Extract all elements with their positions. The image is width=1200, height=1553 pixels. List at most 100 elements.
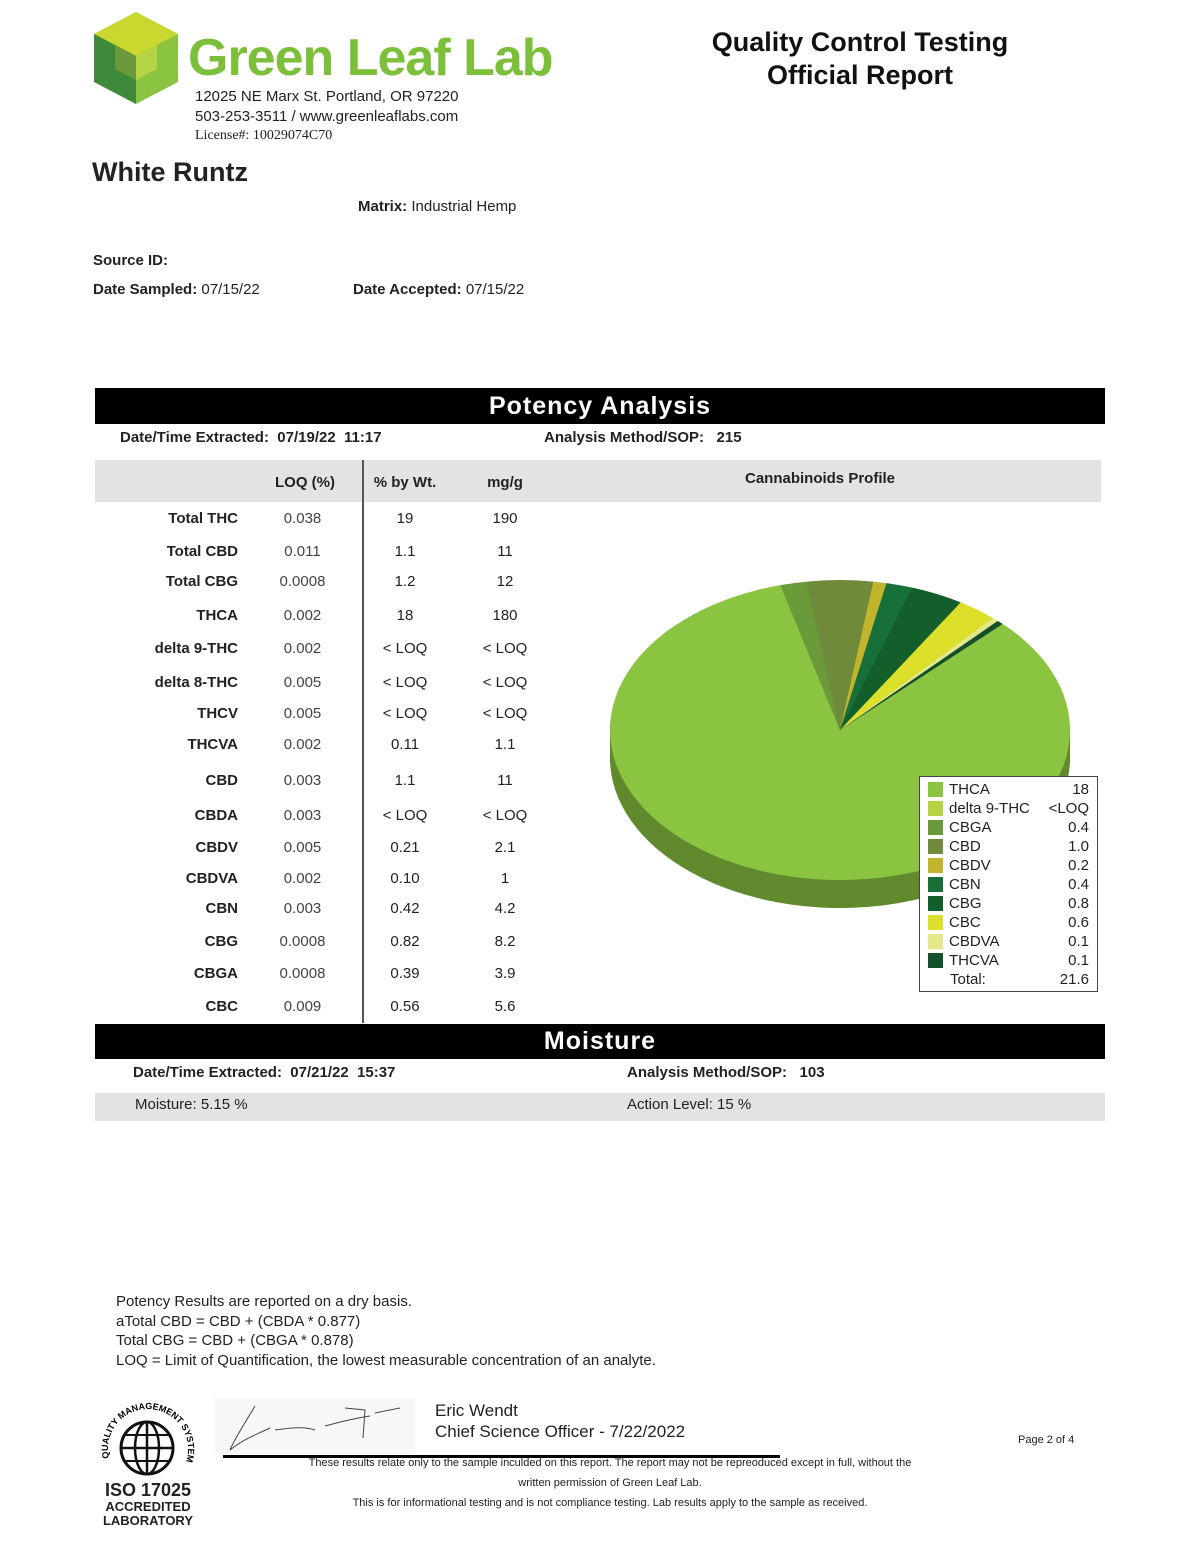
- notes: Potency Results are reported on a dry ba…: [116, 1292, 656, 1370]
- note: aTotal CBD = CBD + (CBDA * 0.877): [116, 1312, 361, 1330]
- legend-value: 0.4: [1068, 819, 1089, 836]
- potency-row: CBG 0.0008 0.82 8.2: [95, 927, 555, 957]
- pct-value: 1.2: [394, 573, 416, 590]
- potency-row: Total CBD 0.011 1.1 11: [95, 537, 555, 567]
- moisture-method: Analysis Method/SOP: 103: [627, 1064, 825, 1081]
- legend-label: CBD: [949, 838, 981, 855]
- mgg-value: 8.2: [494, 933, 516, 950]
- analyte-name: Total THC: [168, 510, 238, 527]
- legend-swatch: [928, 953, 943, 968]
- pct-value: 1.1: [394, 543, 416, 560]
- potency-row: CBC 0.009 0.56 5.6: [95, 992, 555, 1022]
- potency-row: delta 9-THC 0.002 < LOQ < LOQ: [95, 634, 555, 664]
- pct-value: < LOQ: [382, 705, 428, 722]
- date-sampled-label: Date Sampled:: [93, 281, 198, 298]
- note: LOQ = Limit of Quantification, the lowes…: [116, 1351, 656, 1369]
- iso-laboratory: LABORATORY: [102, 1513, 194, 1528]
- report-title: Quality Control Testing Official Report: [660, 26, 1060, 92]
- potency-table-header: LOQ (%) % by Wt. mg/g Cannabinoids Profi…: [95, 460, 1101, 502]
- potency-title: Potency Analysis: [95, 388, 1105, 424]
- date-accepted-label: Date Accepted:: [353, 281, 462, 298]
- sample-name: White Runtz: [92, 157, 248, 187]
- mgg-value: 3.9: [494, 965, 516, 982]
- extracted-label: Date/Time Extracted:: [120, 429, 269, 446]
- loq-value: 0.0008: [279, 573, 326, 590]
- loq-value: 0.005: [283, 839, 322, 856]
- legend-item: CBDV 0.2: [928, 856, 1089, 875]
- legend-swatch: [928, 877, 943, 892]
- legend-item: THCA 18: [928, 780, 1089, 799]
- potency-row: THCV 0.005 < LOQ < LOQ: [95, 699, 555, 729]
- lab-name: Green Leaf Lab: [188, 29, 554, 87]
- loq-value: 0.011: [284, 543, 321, 560]
- legend-label: CBN: [949, 876, 981, 893]
- signer: Eric Wendt Chief Science Officer - 7/22/…: [435, 1400, 685, 1442]
- loq-value: 0.002: [283, 640, 322, 657]
- action-level: Action Level: 15 %: [627, 1096, 752, 1113]
- analyte-name: THCA: [196, 607, 238, 624]
- col-loq: LOQ (%): [275, 474, 335, 491]
- analyte-name: Total CBG: [165, 573, 238, 590]
- col-mgg: mg/g: [487, 474, 523, 491]
- analyte-name: CBDV: [195, 839, 238, 856]
- method-label: Analysis Method/SOP:: [544, 429, 705, 446]
- potency-extracted: Date/Time Extracted: 07/19/22 11:17: [120, 429, 382, 446]
- date-sampled-value: 07/15/22: [201, 281, 260, 298]
- moisture-results: Moisture: 5.15 % Action Level: 15 %: [95, 1093, 1105, 1121]
- loq-value: 0.003: [283, 772, 322, 789]
- potency-method: Analysis Method/SOP: 215: [544, 429, 742, 446]
- pct-value: 0.39: [390, 965, 420, 982]
- lab-license: License#: 10029074C70: [195, 128, 333, 143]
- report-title-line-2: Official Report: [766, 60, 954, 90]
- mgg-value: 1: [500, 870, 510, 887]
- signer-title: Chief Science Officer - 7/22/2022: [435, 1422, 686, 1441]
- signature-line: [223, 1455, 780, 1458]
- pie-slice-cbg: [840, 587, 961, 730]
- potency-row: CBDA 0.003 < LOQ < LOQ: [95, 801, 555, 831]
- potency-row: CBDV 0.005 0.21 2.1: [95, 833, 555, 863]
- lab-logo-icon: [94, 12, 178, 104]
- legend-label: THCA: [949, 781, 990, 798]
- mgg-value: 180: [492, 607, 518, 624]
- legend-swatch: [928, 839, 943, 854]
- moisture-method-value: 103: [799, 1064, 825, 1081]
- pct-value: 0.82: [390, 933, 420, 950]
- analyte-name: CBD: [205, 772, 239, 789]
- pie-slice-thcva: [840, 620, 1003, 730]
- legend-swatch: [928, 801, 943, 816]
- mgg-value: 2.1: [494, 839, 516, 856]
- mgg-value: 12: [496, 573, 514, 590]
- mgg-value: < LOQ: [482, 807, 528, 824]
- moisture-extracted-label: Date/Time Extracted:: [133, 1064, 282, 1081]
- pie-slice-cbd: [806, 580, 874, 730]
- legend-value: 0.1: [1068, 933, 1089, 950]
- legend-item: CBGA 0.4: [928, 818, 1089, 837]
- moisture-method-label: Analysis Method/SOP:: [627, 1064, 788, 1081]
- potency-row: CBN 0.003 0.42 4.2: [95, 894, 555, 924]
- analyte-name: Total CBD: [166, 543, 238, 560]
- note: Potency Results are reported on a dry ba…: [116, 1293, 412, 1310]
- pct-value: < LOQ: [382, 674, 428, 691]
- loq-value: 0.038: [283, 510, 322, 527]
- mgg-value: 5.6: [494, 998, 516, 1015]
- loq-value: 0.002: [283, 870, 322, 887]
- legend-label: CBC: [949, 914, 981, 931]
- disclaimer: This is for informational testing and is…: [352, 1497, 868, 1509]
- disclaimer: These results relate only to the sample …: [308, 1457, 912, 1469]
- profile-title: Cannabinoids Profile: [744, 470, 895, 487]
- analyte-name: CBG: [204, 933, 238, 950]
- pct-value: 19: [396, 510, 414, 527]
- legend-item: CBD 1.0: [928, 837, 1089, 856]
- legend-label: THCVA: [949, 952, 999, 969]
- pie-slice-cbga: [780, 581, 840, 730]
- mgg-value: 11: [497, 772, 513, 789]
- legend-item: CBC 0.6: [928, 913, 1089, 932]
- loq-value: 0.003: [283, 807, 322, 824]
- potency-row: CBGA 0.0008 0.39 3.9: [95, 959, 555, 989]
- pct-value: 0.11: [390, 736, 420, 753]
- lab-contact: 503-253-3511 / www.greenleaflabs.com: [195, 108, 459, 125]
- mgg-value: 11: [497, 543, 513, 560]
- mgg-value: < LOQ: [482, 674, 528, 691]
- pct-value: 0.10: [390, 870, 420, 887]
- report-title-line-1: Quality Control Testing: [711, 27, 1009, 57]
